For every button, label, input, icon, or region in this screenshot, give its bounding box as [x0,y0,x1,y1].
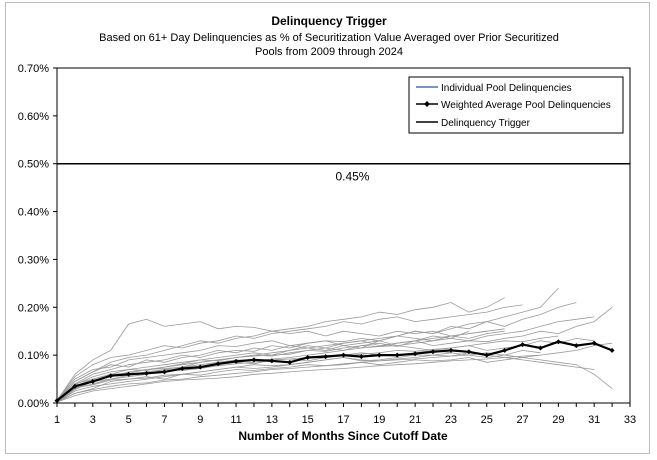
y-tick-label: 0.50% [18,159,49,171]
x-tick-label: 5 [126,414,132,426]
weighted-average-marker [179,366,185,372]
x-tick-label: 19 [373,414,385,426]
individual-pool-line [56,352,595,402]
weighted-average-marker [376,352,382,358]
x-tick-label: 1 [54,414,60,426]
individual-pool-line [56,342,613,403]
x-tick-label: 17 [337,414,349,426]
weighted-average-marker [448,347,454,353]
weighted-average-marker [215,361,221,367]
x-tick-label: 3 [90,414,96,426]
chart-subtitle-line1: Based on 61+ Day Delinquencies as % of S… [99,32,559,44]
individual-pool-line [56,352,613,403]
weighted-average-marker [502,347,508,353]
weighted-average-line [56,340,613,402]
weighted-average-marker [591,340,597,346]
y-tick-label: 0.30% [18,254,49,266]
legend: Individual Pool Delinquencies Weighted A… [408,76,624,134]
individual-pool-line [56,340,451,401]
weighted-average-marker [126,371,132,377]
x-tick-label: 25 [481,414,493,426]
legend-box [408,76,624,134]
weighted-average-marker [609,347,615,353]
weighted-average-marker [520,342,526,348]
y-axis-ticks: 0.00% 0.10% 0.20% 0.30% 0.40% 0.50% 0.60% 0.70% [18,63,57,410]
x-tick-label: 15 [302,414,314,426]
weighted-average-marker [430,349,436,355]
individual-pool-line [56,302,577,402]
weighted-average-marker [233,358,239,364]
weighted-average-marker [305,355,311,361]
weighted-average-marker [466,349,472,355]
individual-pool-line [56,297,505,401]
weighted-average-marker [269,358,275,364]
weighted-average-marker [144,370,150,376]
x-tick-label: 13 [266,414,278,426]
individual-pool-line [56,287,559,403]
weighted-average-marker [287,359,293,365]
weighted-average-marker [412,351,418,357]
weighted-average-marker [90,378,96,384]
weighted-average-marker [358,354,364,360]
x-axis-title: Number of Months Since Cutoff Date [238,429,448,443]
weighted-average-marker [555,339,561,345]
legend-diamond-marker [424,101,430,107]
y-tick-label: 0.40% [18,207,49,219]
weighted-average-marker [323,354,329,360]
x-tick-label: 29 [552,414,564,426]
chart-subtitle-line2: Pools from 2009 through 2024 [255,46,403,58]
individual-pool-line [56,330,469,402]
legend-label-weighted-average: Weighted Average Pool Delinquencies [441,100,611,111]
weighted-average-marker [108,373,114,379]
y-tick-label: 0.70% [18,63,49,75]
weighted-average-marker [161,369,167,375]
legend-label-individual: Individual Pool Delinquencies [441,83,572,94]
weighted-average-marker [484,352,490,358]
trigger-annotation: 0.45% [335,170,369,184]
x-tick-label: 11 [230,414,241,426]
y-tick-label: 0.10% [18,350,49,362]
x-tick-label: 9 [197,414,203,426]
individual-pool-line [56,304,523,401]
x-tick-label: 31 [588,414,600,426]
weighted-average-marker [197,364,203,370]
x-axis-ticks: 1 3 5 7 9 11 13 15 17 19 21 23 25 27 29 31 33 [54,403,636,426]
x-tick-label: 33 [624,414,636,426]
individual-pool-line [56,328,505,402]
y-tick-label: 0.60% [18,111,49,123]
y-tick-label: 0.20% [18,302,49,314]
individual-pool-line [56,330,505,402]
x-tick-label: 27 [516,414,528,426]
y-tick-label: 0.00% [18,398,49,410]
plot-area [56,67,631,404]
weighted-average-marker [537,345,543,351]
individual-pool-line [56,354,541,403]
chart-title: Delinquency Trigger [271,14,387,28]
weighted-average-group [54,339,615,404]
weighted-average-marker [72,383,78,389]
chart-frame [5,2,650,454]
legend-label-trigger: Delinquency Trigger [441,118,531,129]
individual-pool-line [56,306,613,402]
weighted-average-marker [341,352,346,358]
x-tick-label: 23 [445,414,457,426]
weighted-average-marker [394,352,400,358]
x-tick-label: 7 [161,414,167,426]
weighted-average-marker [573,343,579,349]
x-tick-label: 21 [409,414,421,426]
weighted-average-marker [251,357,257,363]
